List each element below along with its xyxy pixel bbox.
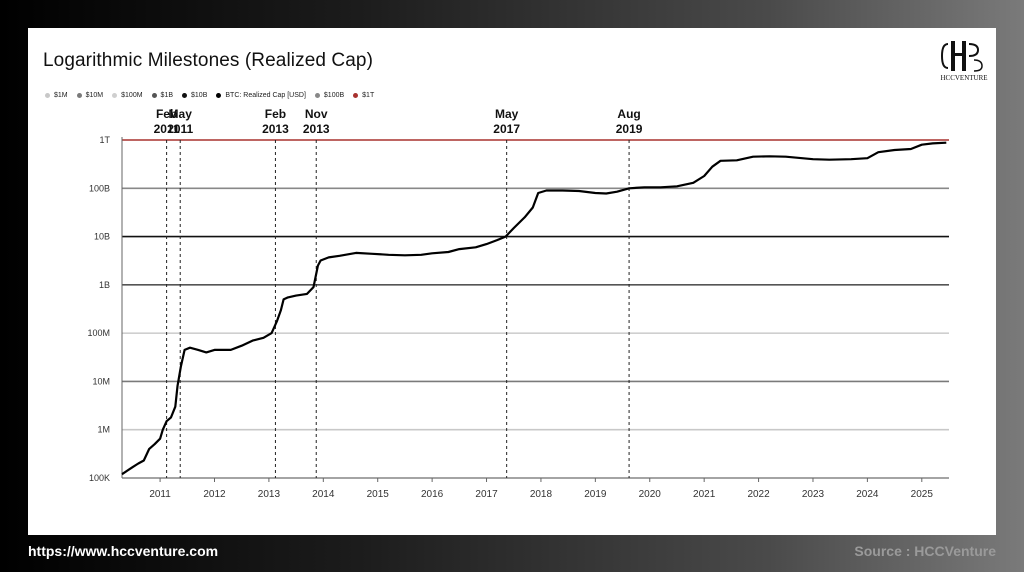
- y-tick-label: 1B: [99, 280, 110, 290]
- milestone-month-label: Aug: [617, 107, 640, 121]
- legend-item[interactable]: $100B: [314, 91, 345, 99]
- legend-item[interactable]: $10M: [76, 91, 104, 99]
- legend-label: $100B: [323, 91, 345, 99]
- legend-item[interactable]: $10B: [182, 92, 207, 99]
- milestone-month-label: May: [495, 107, 519, 121]
- x-tick-label: 2023: [802, 489, 825, 500]
- hccventure-logo: HCCVENTURE: [938, 38, 990, 86]
- milestone-year-label: 2013: [262, 122, 289, 136]
- y-tick-label: 1M: [97, 425, 110, 435]
- x-tick-label: 2024: [856, 489, 879, 500]
- milestone-year-label: 2011: [167, 122, 193, 136]
- legend-dot-icon: [314, 92, 320, 98]
- x-tick-label: 2013: [258, 489, 281, 500]
- x-tick-label: 2021: [693, 489, 716, 500]
- x-tick-label: 2025: [911, 489, 934, 500]
- milestone-month-label: Feb: [265, 107, 286, 121]
- milestone-year-label: 2011: [154, 122, 180, 136]
- footer-source: Source : HCCVenture: [854, 543, 996, 559]
- legend-label: $100M: [121, 91, 143, 99]
- x-tick-label: 2018: [530, 489, 553, 500]
- legend-dot-icon: [76, 92, 82, 98]
- legend-dot-icon: [151, 92, 157, 98]
- x-tick-label: 2012: [203, 489, 226, 500]
- chart-legend: $1M $10M $100M $1B $10B BTC: Realized Cap [US…: [45, 89, 383, 101]
- legend-item[interactable]: $100M: [112, 91, 143, 99]
- y-tick-label: 10M: [92, 376, 110, 386]
- legend-label: $1M: [54, 91, 68, 99]
- y-tick-label: 1T: [99, 135, 110, 145]
- y-tick-label: 100K: [89, 473, 110, 483]
- legend-item[interactable]: BTC: Realized Cap [USD]: [216, 92, 306, 99]
- legend-label: $1B: [160, 91, 174, 99]
- milestone-year-label: 2019: [616, 122, 643, 136]
- realized-cap-series-line: [121, 141, 947, 476]
- legend-item[interactable]: $1B: [151, 91, 174, 99]
- x-tick-label: 2014: [312, 489, 335, 500]
- legend-label: $10M: [85, 91, 104, 99]
- legend-dot-icon: [216, 92, 222, 98]
- chart-title: Logarithmic Milestones (Realized Cap): [43, 50, 374, 71]
- legend-label: $10B: [191, 91, 208, 99]
- legend-dot-icon: [353, 92, 359, 98]
- x-tick-label: 2020: [639, 489, 662, 500]
- legend-label: BTC: Realized Cap [USD]: [225, 91, 306, 99]
- milestone-year-label: 2017: [493, 122, 520, 136]
- x-tick-label: 2015: [367, 489, 390, 500]
- y-tick-label: 100B: [89, 183, 110, 193]
- legend-dot-icon: [182, 92, 188, 98]
- chart-card: Logarithmic Milestones (Realized Cap) HC…: [28, 28, 996, 535]
- milestone-month-label: Feb: [156, 107, 177, 121]
- milestone-month-label: May: [169, 107, 193, 121]
- milestone-month-label: Nov: [305, 107, 328, 121]
- legend-item[interactable]: $1T: [353, 92, 374, 99]
- footer-website-url[interactable]: https://www.hccventure.com: [28, 543, 219, 559]
- y-tick-label: 100M: [87, 328, 110, 338]
- x-tick-label: 2011: [149, 489, 171, 500]
- x-tick-label: 2019: [584, 489, 607, 500]
- legend-label: $1T: [362, 91, 375, 99]
- milestone-year-label: 2013: [303, 122, 330, 136]
- x-tick-label: 2017: [475, 489, 498, 500]
- legend-dot-icon: [112, 92, 118, 98]
- x-tick-label: 2022: [747, 489, 770, 500]
- chart-plot: 100K 1M 10M 100M 1B 10B 100B 1T 2011 2012 2013 2014…: [87, 107, 949, 500]
- y-tick-label: 10B: [94, 232, 110, 242]
- legend-dot-icon: [45, 92, 50, 98]
- legend-item[interactable]: $1M: [45, 92, 68, 99]
- hccventure-monogram-icon: [940, 41, 983, 72]
- logo-text: HCCVENTURE: [940, 74, 988, 82]
- x-tick-label: 2016: [421, 489, 444, 500]
